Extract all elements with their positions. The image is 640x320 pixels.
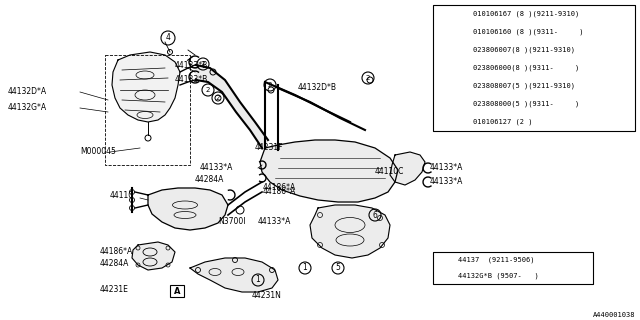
Text: 2: 2 [201,61,205,67]
Text: 4: 4 [166,34,170,43]
Text: N3700I: N3700I [218,218,246,227]
Text: 2: 2 [366,75,370,81]
Text: 44231E: 44231E [100,285,129,294]
Text: N: N [460,63,465,73]
Polygon shape [260,140,398,202]
Text: 010106167 (8 )(9211-9310): 010106167 (8 )(9211-9310) [473,11,579,17]
Text: A440001038: A440001038 [593,312,635,318]
Text: 1: 1 [303,263,307,273]
Text: 44231N: 44231N [252,291,282,300]
Text: 44186*A: 44186*A [263,188,296,196]
Polygon shape [132,242,175,270]
Text: 44132D*B: 44132D*B [298,84,337,92]
Text: 2: 2 [216,95,220,101]
Polygon shape [390,152,425,185]
Text: 1: 1 [255,276,260,284]
Text: 44137  (9211-9506): 44137 (9211-9506) [458,257,534,263]
Text: 44133*B: 44133*B [175,60,208,69]
Text: 1: 1 [442,19,446,28]
Text: 44132D*A: 44132D*A [8,87,47,97]
Text: 5: 5 [335,263,340,273]
Text: 2: 2 [442,54,446,63]
Text: 44132G*A: 44132G*A [8,103,47,113]
Polygon shape [196,65,268,148]
Text: 010106127 (2 ): 010106127 (2 ) [473,119,532,125]
Polygon shape [190,258,278,292]
Text: A: A [173,286,180,295]
Text: 6: 6 [442,263,447,273]
Text: M000045: M000045 [80,148,116,156]
Text: 44110: 44110 [110,191,134,201]
Text: 44284A: 44284A [195,175,225,185]
Text: N: N [460,100,465,108]
Text: 44133*B: 44133*B [175,76,208,84]
Text: 44133*A: 44133*A [430,164,463,172]
Text: N: N [460,45,465,54]
Text: 5: 5 [442,117,447,126]
Text: 44133*A: 44133*A [430,178,463,187]
Bar [433,252,593,284]
Polygon shape [310,205,390,258]
Text: 010106160 (8 )(9311-     ): 010106160 (8 )(9311- ) [473,29,584,35]
Text: 44231F: 44231F [255,143,284,153]
Polygon shape [148,188,228,230]
Bar [433,5,635,131]
Text: 44110C: 44110C [375,167,404,177]
Text: 023806000(8 )(9311-     ): 023806000(8 )(9311- ) [473,65,579,71]
Text: B: B [460,117,465,126]
Text: 44186*A: 44186*A [100,247,133,257]
Text: 023808007(5 )(9211-9310): 023808007(5 )(9211-9310) [473,83,575,89]
Text: 6: 6 [372,211,378,220]
Text: 4: 4 [442,91,447,100]
Text: 023808000(5 )(9311-     ): 023808000(5 )(9311- ) [473,101,579,107]
Text: 023806007(8 )(9211-9310): 023806007(8 )(9211-9310) [473,47,575,53]
Text: 44133*A: 44133*A [200,164,234,172]
FancyBboxPatch shape [170,285,184,297]
Text: 44133*A: 44133*A [258,218,291,227]
Text: 44132G*B (9507-   ): 44132G*B (9507- ) [458,273,539,279]
Text: 2: 2 [206,87,210,93]
Text: B: B [460,10,465,19]
Text: 44186*A: 44186*A [263,183,296,193]
Text: N: N [460,82,465,91]
Text: 2: 2 [268,82,272,88]
Polygon shape [112,52,180,122]
Text: 44284A: 44284A [100,259,129,268]
Text: B: B [460,28,465,36]
